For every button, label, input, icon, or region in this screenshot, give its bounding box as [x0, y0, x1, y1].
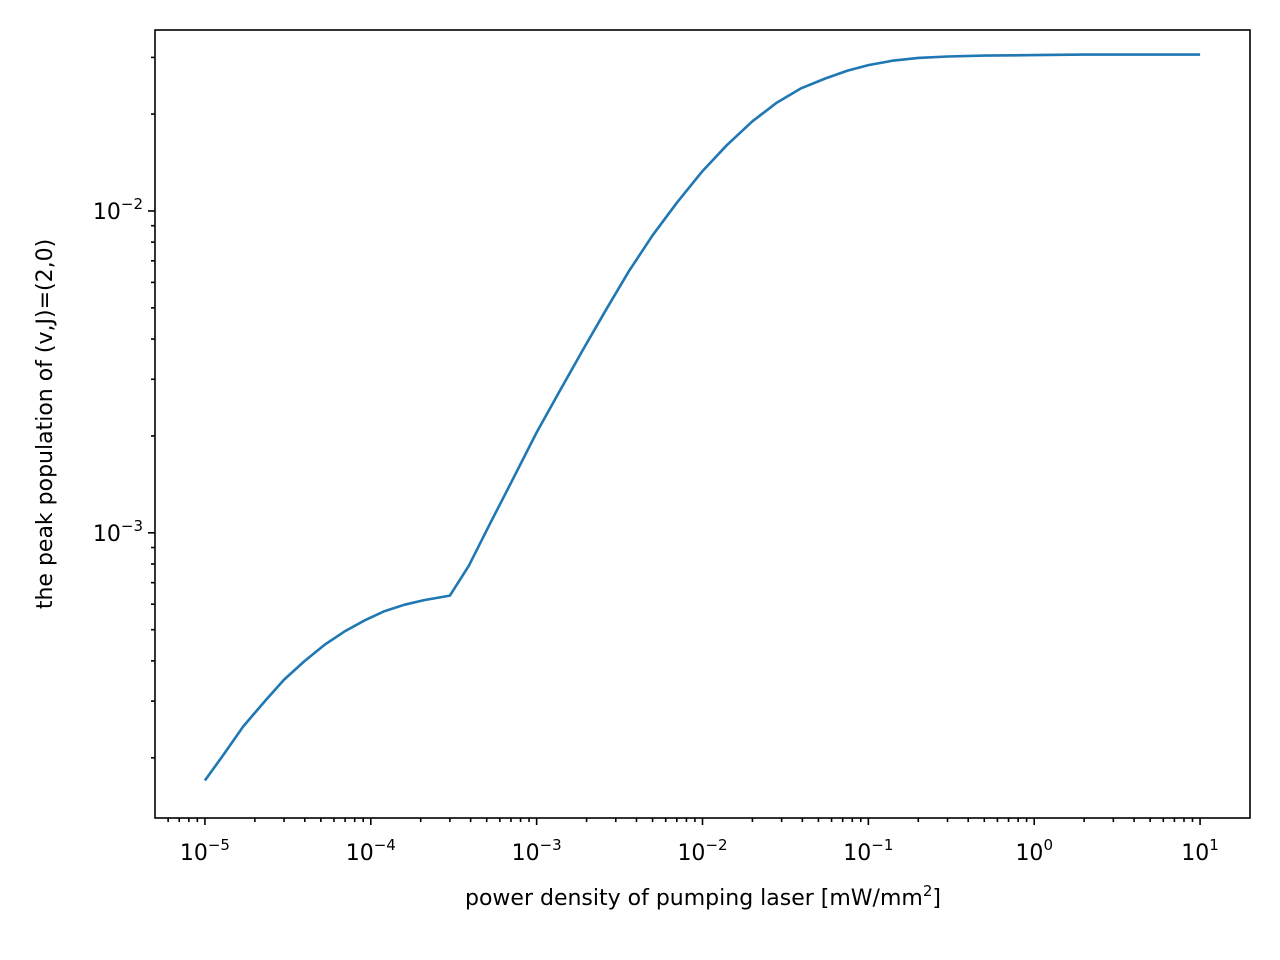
- x-tick-label: 101: [1181, 836, 1219, 866]
- x-tick-label: 10−2: [677, 836, 727, 866]
- x-tick-label: 10−1: [843, 836, 893, 866]
- y-tick-label: 10−3: [93, 517, 143, 547]
- series-line: [203, 53, 1201, 782]
- plot-frame: [154, 29, 1251, 819]
- ticks: 10−5 10−4 10−3 10−2 10−1 100 101 10−3 10−2: [93, 56, 1219, 866]
- x-tick-label: 10−3: [512, 836, 562, 866]
- x-axis-label: power density of pumping laser [mW/mm2]: [465, 882, 941, 911]
- y-tick-label: 10−2: [93, 195, 143, 225]
- x-tick-label: 10−5: [180, 836, 230, 866]
- y-axis-label: the peak population of (v,J)=(2,0): [33, 239, 58, 609]
- x-tick-label: 10−4: [346, 836, 396, 866]
- x-tick-label: 100: [1015, 836, 1053, 866]
